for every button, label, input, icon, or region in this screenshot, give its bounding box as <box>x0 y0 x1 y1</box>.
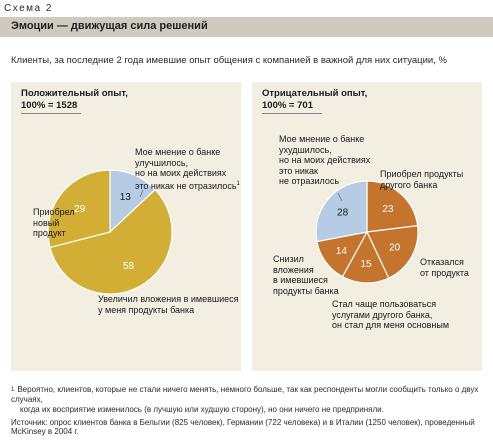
label-line: продукт <box>33 228 66 238</box>
positive-panel-total: 100% = 1528 <box>21 99 78 111</box>
label-text: это никак не отразилось <box>135 180 237 191</box>
footnote-line: 1 Вероятно, клиентов, которые не стали ни… <box>11 385 493 405</box>
label-new-product: Приобрел новый продукт <box>33 207 75 239</box>
footnote-text: когда их восприятие изменилось (в лучшую… <box>20 405 384 414</box>
label-line: Мое мнение о банке <box>135 147 221 157</box>
label-line: но на моих действиях <box>279 155 371 165</box>
label-line: не отразилось <box>279 176 340 186</box>
label-line: от продукта <box>420 267 469 278</box>
label-reduced-investment: Снизил вложения в имевшиеся продукты бан… <box>273 254 339 296</box>
label-line: продукты банка <box>273 285 339 296</box>
scheme-label: Схема 2 <box>4 3 53 14</box>
label-line: ухудшилось, <box>279 144 332 155</box>
label-refused-product: Отказался от продукта <box>420 257 469 278</box>
chart-subtitle: Клиенты, за последние 2 года имевшие опы… <box>11 55 447 66</box>
label-line: в имевшиеся <box>273 275 328 285</box>
label-line: у меня продукты банка <box>98 304 195 315</box>
label-line: это никак не отразилось1 <box>135 179 240 192</box>
label-line: Приобрел <box>33 207 75 217</box>
title-bar: Эмоции — движущая сила решений <box>0 17 493 37</box>
footnote-text: Вероятно, клиентов, которые не стали нич… <box>11 385 479 404</box>
negative-heading-rule <box>262 113 322 114</box>
label-line: новый <box>33 217 60 228</box>
positive-panel-heading: Положительный опыт, 100% = 1528 <box>21 88 128 114</box>
footnote-mark: 1 <box>11 387 15 393</box>
label-switched-main-bank: Стал чаще пользоваться услугами другого … <box>332 299 449 331</box>
label-line: вложения <box>273 264 314 275</box>
label-line: другого банка <box>380 179 438 190</box>
footnote-line: когда их восприятие изменилось (в лучшую… <box>11 405 493 415</box>
negative-panel-title: Отрицательный опыт, <box>262 88 368 99</box>
positive-heading-rule <box>21 113 81 114</box>
label-bought-other-bank: Приобрел продукты другого банка <box>380 169 463 190</box>
footnote-mark: 1 <box>236 180 240 187</box>
chart-title: Эмоции — движущая сила решений <box>11 20 208 32</box>
label-line: он стал для меня основным <box>332 320 450 330</box>
label-line: Увеличил вложения в имевшиеся <box>98 294 239 304</box>
label-line: Стал чаще пользоваться <box>332 299 437 309</box>
negative-panel-heading: Отрицательный опыт, 100% = 701 <box>262 88 367 114</box>
label-line: услугами другого банка, <box>332 309 433 320</box>
label-line: Мое мнение о банке <box>279 134 365 144</box>
source-note: Источник: опрос клиентов банка в Бельгии… <box>11 418 475 436</box>
label-negative-opinion: Мое мнение о банке ухудшилось, но на мои… <box>279 134 370 187</box>
label-line: но на моих действиях <box>135 168 227 178</box>
label-line: Снизил <box>273 254 304 264</box>
positive-panel-title: Положительный опыт, <box>21 88 128 99</box>
negative-panel-total: 100% = 701 <box>262 99 313 111</box>
label-line: улучшилось, <box>135 157 189 168</box>
label-line: это никак <box>279 165 318 176</box>
label-line: Приобрел продукты <box>380 169 464 179</box>
label-increased-investment: Увеличил вложения в имевшиеся у меня про… <box>98 294 238 315</box>
footnote: 1 Вероятно, клиентов, которые не стали ни… <box>11 385 493 415</box>
label-line: Отказался <box>420 257 464 267</box>
label-positive-opinion: Мое мнение о банке улучшилось, но на мои… <box>135 147 240 191</box>
